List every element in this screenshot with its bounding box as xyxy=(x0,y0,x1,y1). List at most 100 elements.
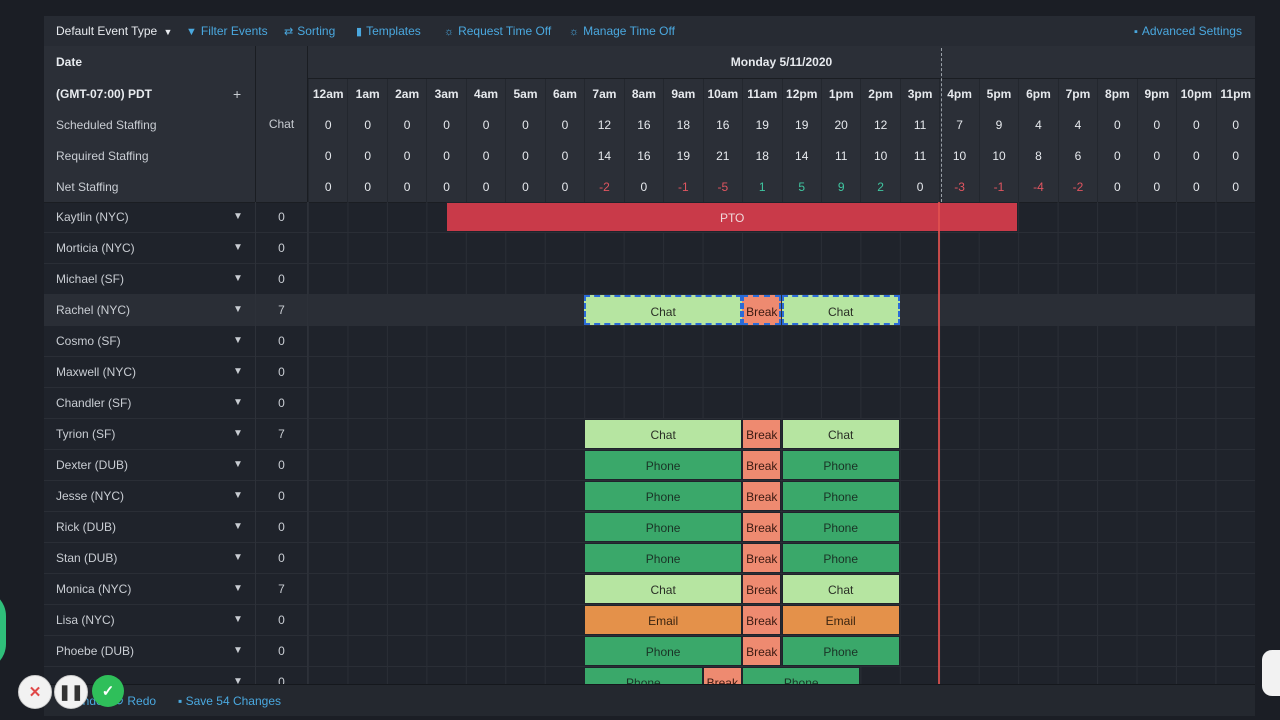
widget-handle[interactable] xyxy=(0,590,6,670)
request-time-off-button[interactable]: ☼ Request Time Off xyxy=(444,16,551,46)
break-event-block[interactable]: Break xyxy=(742,481,782,511)
templates-button[interactable]: ▮ Templates xyxy=(356,16,421,46)
employee-timeline[interactable]: Phone Break Phone xyxy=(308,481,1255,512)
chevron-down-icon[interactable]: ▼ xyxy=(233,304,243,315)
email-event-block[interactable]: Email xyxy=(781,605,900,635)
sorting-button[interactable]: ⇄ Sorting xyxy=(284,16,335,46)
chevron-down-icon[interactable]: ▼ xyxy=(233,459,243,470)
checkmark-icon[interactable]: ✓ xyxy=(92,675,124,707)
phone-event-block[interactable]: Phone xyxy=(584,512,743,542)
employee-name-cell[interactable]: Maxwell (NYC) ▼ xyxy=(44,357,255,388)
hour-header: 8am xyxy=(623,78,663,109)
chevron-down-icon[interactable]: ▼ xyxy=(233,242,243,253)
break-event-block[interactable]: Break xyxy=(742,574,782,604)
chat-event-block[interactable]: Chat xyxy=(781,574,900,604)
chat-event-block[interactable]: Chat xyxy=(584,574,743,604)
employee-row: Lisa (NYC) ▼ 0 Email Break Email xyxy=(44,605,1255,636)
employee-name-cell[interactable]: Jesse (NYC) ▼ xyxy=(44,481,255,512)
chat-event-block[interactable]: Chat xyxy=(584,295,743,325)
chevron-down-icon[interactable]: ▼ xyxy=(233,676,243,687)
chevron-down-icon[interactable]: ▼ xyxy=(233,521,243,532)
employee-name: Tyrion (SF) xyxy=(56,427,116,441)
phone-event-block[interactable]: Phone xyxy=(781,543,900,573)
employee-timeline[interactable]: Phone Break Phone xyxy=(308,512,1255,543)
hour-header: 9pm xyxy=(1136,78,1176,109)
employee-name-cell[interactable]: Stan (DUB) ▼ xyxy=(44,543,255,574)
chat-widget-button[interactable] xyxy=(1262,650,1280,696)
break-event-block[interactable]: Break xyxy=(742,636,782,666)
employee-name-cell[interactable]: Dexter (DUB) ▼ xyxy=(44,450,255,481)
break-event-block[interactable]: Break xyxy=(742,543,782,573)
phone-event-block[interactable]: Phone xyxy=(584,636,743,666)
chevron-down-icon[interactable]: ▼ xyxy=(233,211,243,222)
employee-name-cell[interactable]: Rachel (NYC) ▼ xyxy=(44,295,255,326)
save-changes-button[interactable]: ▪ Save 54 Changes xyxy=(178,685,281,716)
employee-timeline[interactable]: Phone Break Phone xyxy=(308,636,1255,667)
employee-timeline[interactable] xyxy=(308,264,1255,295)
break-event-block[interactable]: Break xyxy=(742,512,782,542)
staffing-value: 16 xyxy=(623,109,663,140)
email-event-block[interactable]: Email xyxy=(584,605,743,635)
employee-name-cell[interactable]: Cosmo (SF) ▼ xyxy=(44,326,255,357)
phone-event-block[interactable]: Phone xyxy=(781,481,900,511)
phone-event-block[interactable]: Phone xyxy=(781,636,900,666)
pto-event-block[interactable]: PTO xyxy=(446,202,1019,232)
phone-event-block[interactable]: Phone xyxy=(584,481,743,511)
employee-timeline[interactable]: Chat Break Chat xyxy=(308,295,1255,326)
employee-timeline[interactable] xyxy=(308,326,1255,357)
filter-events-button[interactable]: ▼ Filter Events xyxy=(186,16,268,46)
staffing-value: 0 xyxy=(347,171,386,202)
break-event-block[interactable]: Break xyxy=(742,605,782,635)
sun-icon: ☼ xyxy=(444,26,455,38)
break-event-block[interactable]: Break xyxy=(742,295,782,325)
advanced-settings-button[interactable]: ▪ Advanced Settings xyxy=(1134,16,1242,46)
chevron-down-icon[interactable]: ▼ xyxy=(233,552,243,563)
phone-event-block[interactable]: Phone xyxy=(584,543,743,573)
employee-name-cell[interactable]: Rick (DUB) ▼ xyxy=(44,512,255,543)
chevron-down-icon[interactable]: ▼ xyxy=(233,273,243,284)
employee-chat-count: 0 xyxy=(255,450,308,481)
employee-name-cell[interactable]: Kaytlin (NYC) ▼ xyxy=(44,202,255,233)
employee-timeline[interactable]: Chat Break Chat xyxy=(308,574,1255,605)
chevron-down-icon[interactable]: ▼ xyxy=(233,397,243,408)
event-type-dropdown[interactable]: Default Event Type ▼ xyxy=(56,16,172,46)
employee-name-cell[interactable]: Tyrion (SF) ▼ xyxy=(44,419,255,450)
chevron-down-icon[interactable]: ▼ xyxy=(233,645,243,656)
manage-time-off-button[interactable]: ☼ Manage Time Off xyxy=(569,16,675,46)
phone-event-block[interactable]: Phone xyxy=(781,450,900,480)
chat-event-block[interactable]: Chat xyxy=(781,419,900,449)
chevron-down-icon[interactable]: ▼ xyxy=(233,490,243,501)
pause-icon[interactable]: ❚❚ xyxy=(54,675,88,709)
add-timezone-button[interactable]: + xyxy=(233,85,242,102)
employee-timeline[interactable]: Phone Break Phone xyxy=(308,450,1255,481)
break-event-block[interactable]: Break xyxy=(742,419,782,449)
hour-header: 1am xyxy=(347,78,386,109)
staffing-value: 12 xyxy=(584,109,623,140)
employee-timeline[interactable]: Phone Break Phone xyxy=(308,543,1255,574)
employee-name-cell[interactable]: ▼ xyxy=(44,667,255,698)
chat-event-block[interactable]: Chat xyxy=(584,419,743,449)
phone-event-block[interactable]: Phone xyxy=(584,450,743,480)
chevron-down-icon[interactable]: ▼ xyxy=(233,428,243,439)
employee-name-cell[interactable]: Lisa (NYC) ▼ xyxy=(44,605,255,636)
employee-name-cell[interactable]: Michael (SF) ▼ xyxy=(44,264,255,295)
employee-timeline[interactable] xyxy=(308,357,1255,388)
chevron-down-icon[interactable]: ▼ xyxy=(233,583,243,594)
employee-name-cell[interactable]: Morticia (NYC) ▼ xyxy=(44,233,255,264)
employee-chat-count: 0 xyxy=(255,636,308,667)
chevron-down-icon[interactable]: ▼ xyxy=(233,366,243,377)
chevron-down-icon[interactable]: ▼ xyxy=(233,335,243,346)
chat-event-block[interactable]: Chat xyxy=(781,295,900,325)
break-event-block[interactable]: Break xyxy=(742,450,782,480)
close-icon[interactable]: ✕ xyxy=(18,675,52,709)
employee-timeline[interactable] xyxy=(308,233,1255,264)
employee-timeline[interactable] xyxy=(308,388,1255,419)
employee-timeline[interactable]: PTO xyxy=(308,202,1255,233)
employee-timeline[interactable]: Email Break Email xyxy=(308,605,1255,636)
employee-name-cell[interactable]: Monica (NYC) ▼ xyxy=(44,574,255,605)
employee-name-cell[interactable]: Chandler (SF) ▼ xyxy=(44,388,255,419)
phone-event-block[interactable]: Phone xyxy=(781,512,900,542)
employee-name-cell[interactable]: Phoebe (DUB) ▼ xyxy=(44,636,255,667)
chevron-down-icon[interactable]: ▼ xyxy=(233,614,243,625)
employee-timeline[interactable]: Chat Break Chat xyxy=(308,419,1255,450)
